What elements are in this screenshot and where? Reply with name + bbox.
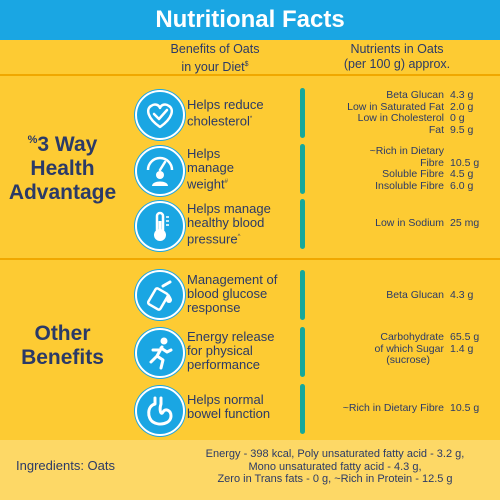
nutrient-row: Low in Cholesterol 0 g	[357, 112, 465, 124]
nutrient-row: Beta Glucan 4.3 g	[386, 289, 474, 301]
footer-panel	[0, 440, 500, 500]
section-label-health-advantage: %3 Way Health Advantage	[8, 133, 117, 204]
page-title: Nutritional Facts	[0, 0, 500, 40]
nutrient-row: of which Sugar 1.4 g	[374, 342, 474, 355]
nutrients-blood-glucose: Beta Glucan 4.3 g	[306, 289, 488, 302]
nutrients-header-line1: Nutrients in Oats	[350, 42, 444, 56]
nutrient-row: Low in Saturated Fat 2.0 g	[347, 100, 474, 113]
row-accent-bar	[300, 144, 305, 194]
benefit-blood-pressure: Helps manage healthy blood pressure^	[187, 201, 271, 247]
benefit-energy: Energy release for physical performance	[187, 329, 275, 372]
nutrients-blood-pressure: Low in Sodium 25 mg	[306, 217, 488, 230]
runner-icon	[135, 328, 185, 378]
nutrient-row: Carbohydrate 65.5 g	[380, 331, 480, 343]
benefit-weight: Helps manage weight#	[187, 146, 234, 192]
nutrient-row: Fat 9.5 g	[428, 123, 474, 136]
nutrient-row: Beta Glucan 4.3 g	[386, 89, 474, 101]
nutrient-row: Fibre 10.5 g	[420, 156, 480, 169]
benefits-column-header: Benefits of Oats in your Diet$	[120, 42, 310, 75]
stomach-icon	[135, 386, 185, 436]
nutrients-bowel: ~Rich in Dietary Fibre 10.5 g	[306, 402, 488, 415]
footer-line: Zero in Trans fats - 0 g, ~Rich in Prote…	[217, 473, 453, 485]
nutrient-row: Low in Sodium 25 mg	[375, 217, 480, 229]
row-accent-bar	[300, 270, 305, 320]
benefit-blood-glucose: Management of blood glucose response	[187, 272, 278, 315]
footer-line: Mono unsaturated fatty acid - 4.3 g,	[248, 460, 422, 473]
nutrient-row: Insoluble Fibre 6.0 g	[375, 179, 474, 192]
benefits-header-line2: in your Diet$	[181, 60, 249, 75]
nutrients-energy: Carbohydrate 65.5 g of which Sugar 1.4 g (…	[306, 331, 488, 367]
glucose-meter-icon	[135, 270, 185, 320]
footer-line: Energy - 398 kcal, Poly unsaturated fatt…	[205, 448, 465, 460]
row-accent-bar	[300, 88, 305, 138]
benefit-cholesterol: Helps reduce cholesterol*	[187, 97, 264, 129]
weight-scale-icon	[135, 146, 185, 196]
benefit-bowel: Helps normal bowel function	[187, 392, 271, 421]
nutrient-row: ~Rich in Dietary	[369, 145, 444, 157]
row-accent-bar	[300, 327, 305, 377]
section-label-other-benefits: Other Benefits	[21, 322, 104, 369]
nutrients-header-line2: (per 100 g) approx.	[343, 57, 451, 71]
row-accent-bar	[300, 199, 305, 249]
section-divider	[0, 258, 500, 260]
heart-check-icon	[135, 90, 185, 140]
nutrients-column-header: Nutrients in Oats (per 100 g) approx.	[306, 42, 488, 72]
ingredients-label: Ingredients: Oats	[16, 458, 115, 473]
section-mark: %	[27, 134, 38, 146]
thermometer-icon	[135, 201, 185, 251]
nutrients-weight: ~Rich in Dietary Fibre 10.5 g Soluble Fib…	[306, 145, 488, 192]
nutrients-cholesterol: Beta Glucan 4.3 g Low in Saturated Fat 2.0…	[306, 89, 488, 136]
nutrient-row: (sucrose)	[386, 354, 430, 366]
benefits-header-mark: $	[244, 61, 249, 68]
nutrient-row: Soluble Fibre 4.5 g	[382, 168, 474, 180]
row-accent-bar	[300, 384, 305, 434]
header-divider	[0, 74, 500, 76]
benefits-header-line1: Benefits of Oats	[170, 42, 260, 56]
footer-nutrition-summary: Energy - 398 kcal, Poly unsaturated fatt…	[176, 448, 494, 486]
nutrient-row: ~Rich in Dietary Fibre 10.5 g	[342, 402, 480, 414]
